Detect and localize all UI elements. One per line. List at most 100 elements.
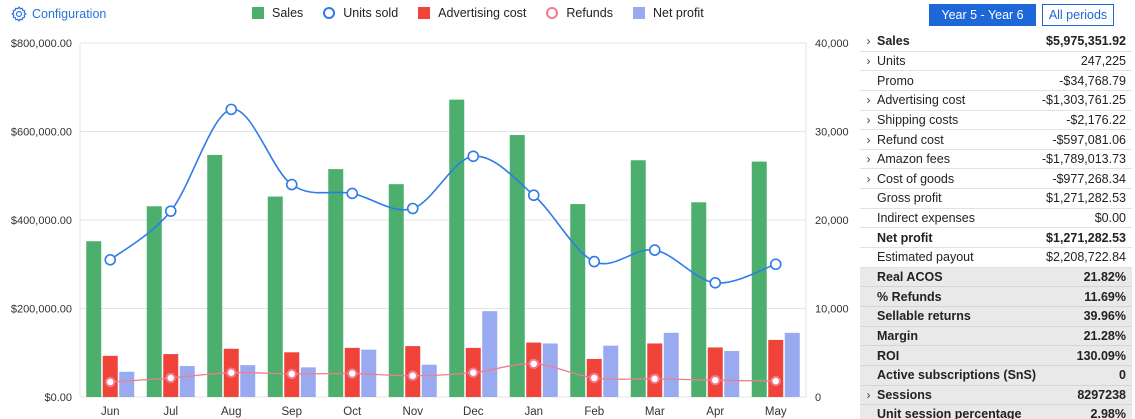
bar-net-profit bbox=[300, 367, 316, 397]
x-tick-label: Jan bbox=[524, 406, 543, 418]
point-refunds bbox=[347, 368, 358, 379]
metric-label: Promo bbox=[877, 73, 914, 88]
bar-sales bbox=[267, 196, 283, 397]
metric-row-cost-of-goods[interactable]: › Cost of goods -$977,268.34 bbox=[860, 169, 1132, 190]
legend-item-units-sold[interactable]: Units sold bbox=[323, 6, 398, 20]
legend-item-advertising-cost[interactable]: Advertising cost bbox=[418, 6, 526, 20]
legend-label: Net profit bbox=[652, 6, 704, 20]
x-tick-label: Oct bbox=[343, 406, 362, 418]
chevron-right-icon[interactable]: › bbox=[866, 112, 871, 127]
metric-row-unit-session-percentage: Unit session percentage 2.98% bbox=[860, 405, 1132, 419]
metric-value: -$2,176.22 bbox=[1066, 112, 1126, 127]
chevron-right-icon[interactable]: › bbox=[866, 152, 871, 167]
bar-net-profit bbox=[603, 345, 619, 397]
all-periods-button[interactable]: All periods bbox=[1042, 4, 1114, 26]
metric-value: -$1,789,013.73 bbox=[1041, 152, 1126, 167]
bar-net-profit bbox=[482, 311, 498, 397]
metric-value: 2.98% bbox=[1090, 407, 1126, 419]
metric-label: % Refunds bbox=[877, 289, 942, 304]
metric-row-sales[interactable]: › Sales $5,975,351.92 bbox=[860, 32, 1132, 52]
point-refunds bbox=[710, 374, 721, 386]
period-year5-year6-button[interactable]: Year 5 - Year 6 bbox=[929, 4, 1036, 26]
metric-row-amazon-fees[interactable]: › Amazon fees -$1,789,013.73 bbox=[860, 150, 1132, 170]
point-refunds bbox=[226, 367, 237, 378]
bar-net-profit bbox=[179, 366, 195, 397]
chevron-right-icon[interactable]: › bbox=[866, 53, 871, 68]
chevron-right-icon[interactable]: › bbox=[866, 34, 871, 49]
point-refunds bbox=[407, 370, 418, 381]
point-refunds bbox=[105, 376, 116, 388]
metric-row-margin: Margin 21.28% bbox=[860, 326, 1132, 347]
legend-item-net-profit[interactable]: Net profit bbox=[632, 6, 704, 20]
x-tick-label: Jul bbox=[163, 406, 178, 418]
y-left-tick-label: $800,000.00 bbox=[11, 38, 72, 50]
metric-row-units[interactable]: › Units 247,225 bbox=[860, 52, 1132, 72]
point-refunds bbox=[649, 373, 660, 385]
point-units-sold bbox=[285, 178, 298, 191]
gear-icon bbox=[11, 6, 27, 22]
point-units-sold bbox=[769, 258, 782, 271]
chevron-right-icon[interactable]: › bbox=[866, 93, 871, 108]
legend-swatch bbox=[418, 7, 431, 19]
metric-label: Sessions bbox=[877, 387, 932, 402]
metric-row-estimated-payout: Estimated payout $2,208,722.84 bbox=[860, 248, 1132, 268]
metric-label: Units bbox=[877, 53, 906, 68]
metric-row-active-subscriptions-sns: Active subscriptions (SnS) 0 bbox=[860, 365, 1132, 386]
chart-legend: Sales Units sold Advertising cost Refunds Ne… bbox=[252, 6, 724, 20]
bar-net-profit bbox=[784, 332, 800, 397]
metric-value: 21.28% bbox=[1083, 328, 1126, 343]
point-units-sold bbox=[406, 202, 419, 215]
y-left-tick-label: $600,000.00 bbox=[11, 127, 72, 139]
bar-sales bbox=[388, 184, 404, 397]
bar-sales bbox=[328, 169, 344, 397]
bar-net-profit bbox=[663, 332, 679, 397]
point-refunds bbox=[528, 358, 539, 370]
metric-label: Indirect expenses bbox=[877, 211, 975, 226]
metric-row-roi: ROI 130.09% bbox=[860, 346, 1132, 366]
metric-row-shipping-costs[interactable]: › Shipping costs -$2,176.22 bbox=[860, 111, 1132, 131]
bar-advertising-cost bbox=[647, 343, 663, 397]
y-right-tick-label: 10,000 bbox=[815, 304, 849, 316]
chevron-right-icon[interactable]: › bbox=[866, 132, 871, 147]
metric-value: 0 bbox=[1119, 368, 1126, 383]
legend-swatch bbox=[252, 7, 264, 19]
metric-label: Active subscriptions (SnS) bbox=[877, 368, 1037, 383]
metric-row-sessions[interactable]: › Sessions 8297238 bbox=[860, 385, 1132, 406]
x-tick-label: Feb bbox=[584, 406, 604, 418]
legend-label: Refunds bbox=[566, 6, 613, 20]
bar-sales bbox=[509, 135, 525, 397]
metric-value: -$977,268.34 bbox=[1052, 171, 1126, 186]
configuration-link[interactable]: Configuration bbox=[10, 5, 106, 23]
bar-sales bbox=[207, 154, 223, 397]
legend-swatch bbox=[546, 7, 559, 19]
metric-row-advertising-cost[interactable]: › Advertising cost -$1,303,761.25 bbox=[860, 91, 1132, 111]
metric-row-gross-profit: Gross profit $1,271,282.53 bbox=[860, 189, 1132, 209]
point-units-sold bbox=[164, 205, 177, 217]
metric-row-promo: Promo -$34,768.79 bbox=[860, 71, 1132, 91]
metric-row-net-profit: Net profit $1,271,282.53 bbox=[860, 228, 1132, 249]
metric-value: 21.82% bbox=[1083, 270, 1126, 284]
legend-swatch bbox=[323, 7, 336, 19]
y-right-tick-label: 20,000 bbox=[815, 215, 849, 227]
sales-chart: $0.00 $200,000.00 $400,000.00 $600,000.00 $8… bbox=[11, 38, 849, 418]
legend-item-refunds[interactable]: Refunds bbox=[546, 6, 613, 20]
y-left-tick-label: $200,000.00 bbox=[11, 304, 72, 316]
bar-advertising-cost bbox=[102, 355, 118, 397]
point-refunds bbox=[468, 367, 479, 378]
point-refunds bbox=[589, 372, 600, 384]
point-units-sold bbox=[527, 189, 540, 202]
metric-label: ROI bbox=[877, 348, 900, 363]
metric-row-refund-cost[interactable]: › Refund cost -$597,081.06 bbox=[860, 130, 1132, 150]
point-refunds bbox=[286, 368, 297, 380]
metric-label: Shipping costs bbox=[877, 112, 959, 127]
bar-net-profit bbox=[361, 349, 377, 397]
point-units-sold bbox=[104, 254, 117, 266]
metrics-panel: › Sales $5,975,351.92 › Units 247,225 Promo -$3… bbox=[860, 32, 1132, 419]
legend-item-sales[interactable]: Sales bbox=[252, 6, 303, 20]
metric-label: Refund cost bbox=[877, 132, 944, 147]
chevron-right-icon[interactable]: › bbox=[866, 171, 871, 186]
bar-sales bbox=[630, 160, 646, 397]
metric-row-refunds: % Refunds 11.69% bbox=[860, 287, 1132, 307]
metric-label: Cost of goods bbox=[877, 171, 955, 186]
chevron-right-icon[interactable]: › bbox=[866, 387, 871, 402]
